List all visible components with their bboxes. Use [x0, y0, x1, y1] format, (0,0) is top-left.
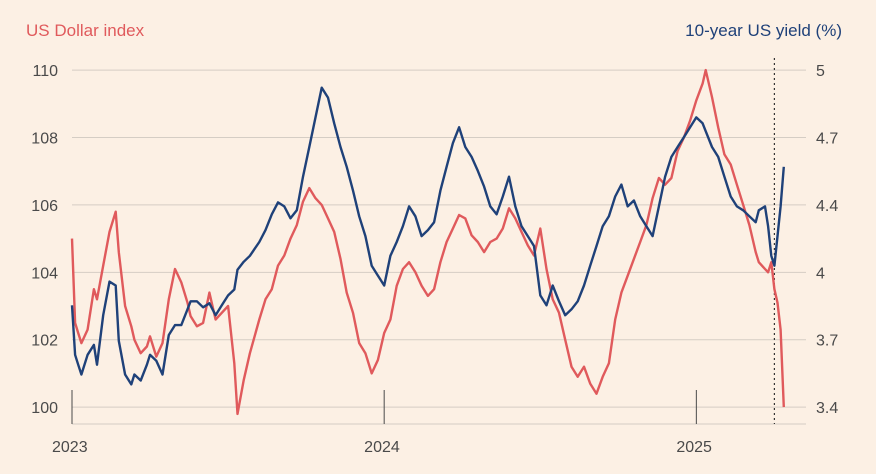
right-tick-label: 5 — [816, 63, 825, 80]
right-axis-ticks: 5 4.7 4.4 4 3.7 3.4 — [816, 63, 838, 417]
x-tick-label: 2023 — [52, 439, 88, 456]
right-axis-title: 10-year US yield (%) — [685, 21, 842, 40]
left-tick-label: 110 — [32, 63, 58, 80]
left-tick-label: 100 — [31, 400, 58, 417]
left-tick-label: 106 — [31, 198, 58, 215]
x-tick-label: 2025 — [676, 439, 712, 456]
left-axis-ticks: 110 108 106 104 102 100 — [31, 63, 58, 417]
left-tick-label: 108 — [31, 131, 58, 148]
left-tick-label: 104 — [31, 265, 58, 282]
right-tick-label: 4.7 — [816, 131, 838, 148]
gridlines — [72, 69, 806, 408]
yield-line — [70, 86, 785, 386]
x-axis-ticks: 2023 2024 2025 — [52, 390, 806, 456]
right-tick-label: 3.4 — [816, 400, 838, 417]
left-tick-label: 102 — [31, 333, 58, 350]
series-lines — [70, 68, 785, 416]
right-tick-label: 4 — [816, 265, 825, 282]
x-tick-label: 2024 — [364, 439, 400, 456]
right-tick-label: 3.7 — [816, 333, 838, 350]
left-axis-title: US Dollar index — [26, 21, 145, 40]
right-tick-label: 4.4 — [816, 198, 838, 215]
dollar-index-line — [70, 68, 785, 416]
